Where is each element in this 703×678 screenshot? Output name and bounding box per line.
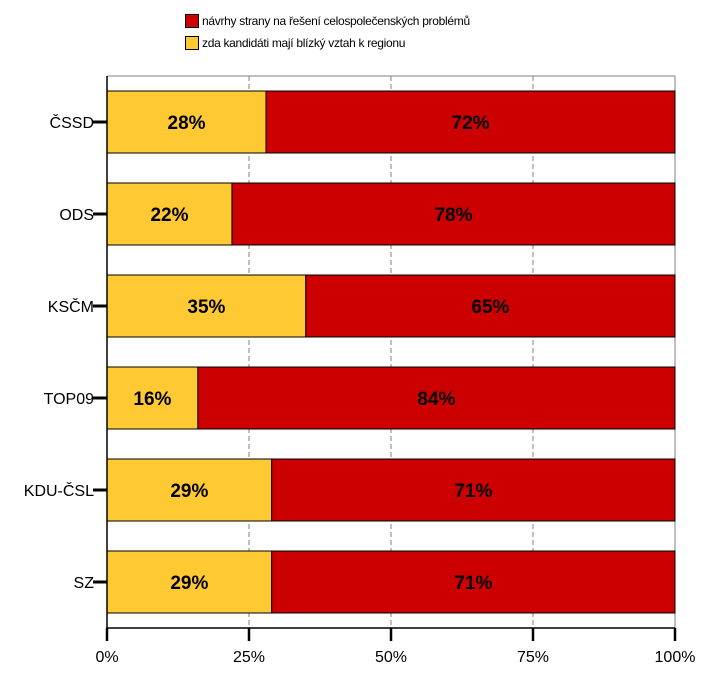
- legend-swatch-red: [185, 14, 199, 28]
- bar-segment: [265, 90, 676, 154]
- bar-segment: [231, 182, 676, 246]
- bar-segment: [197, 366, 676, 430]
- bar-segment: [271, 458, 676, 522]
- data-label: 28%: [168, 113, 206, 134]
- x-tick-label: 75%: [517, 649, 549, 666]
- data-label: 16%: [133, 389, 171, 410]
- data-label: 35%: [187, 297, 225, 318]
- x-tick-label: 100%: [655, 649, 696, 666]
- category-label: KSČM: [48, 297, 94, 316]
- category-label: SZ: [74, 575, 95, 592]
- x-tick-label: 0%: [95, 649, 118, 666]
- legend-label: zda kandidáti mají blízký vztah k region…: [202, 36, 406, 50]
- data-label: 65%: [471, 297, 509, 318]
- bar-segment: [271, 550, 676, 614]
- data-label: 72%: [452, 113, 490, 134]
- legend: návrhy strany na řešení celospolečenskýc…: [185, 10, 470, 54]
- bar-segment: [305, 274, 676, 338]
- legend-label: návrhy strany na řešení celospolečenskýc…: [202, 14, 470, 28]
- legend-item: návrhy strany na řešení celospolečenskýc…: [185, 10, 470, 32]
- category-label: TOP09: [44, 391, 95, 408]
- data-label: 71%: [454, 573, 492, 594]
- bar-segment: [106, 274, 307, 338]
- category-label: ODS: [59, 207, 94, 224]
- data-label: 29%: [170, 481, 208, 502]
- category-label: KDU-ČSL: [24, 481, 94, 500]
- data-label: 22%: [150, 205, 188, 226]
- data-label: 78%: [434, 205, 472, 226]
- legend-swatch-yellow: [185, 36, 199, 50]
- data-label: 84%: [417, 389, 455, 410]
- bar-segment: [106, 550, 273, 614]
- bar-segment: [106, 182, 233, 246]
- category-label: ČSSD: [50, 113, 94, 132]
- legend-item: zda kandidáti mají blízký vztah k region…: [185, 32, 470, 54]
- x-tick-label: 50%: [375, 649, 407, 666]
- data-label: 71%: [454, 481, 492, 502]
- x-tick-label: 25%: [233, 649, 265, 666]
- data-label: 29%: [170, 573, 208, 594]
